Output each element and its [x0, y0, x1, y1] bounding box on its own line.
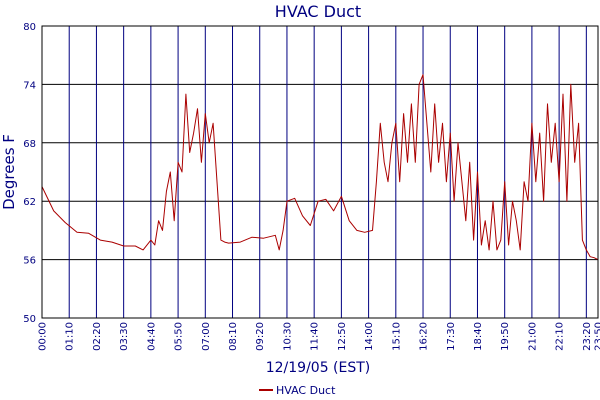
x-tick-label: 12:50 — [337, 322, 348, 351]
x-tick-label: 05:50 — [174, 322, 185, 351]
x-tick-label: 08:10 — [228, 322, 239, 351]
x-tick-label: 17:30 — [446, 322, 457, 351]
x-tick-label: 23:50 — [594, 322, 600, 351]
x-tick-label: 14:00 — [364, 322, 375, 351]
x-tick-label: 09:20 — [255, 322, 266, 351]
x-axis-ticks: 00:00 01:10 02:20 03:30 04:40 05:50 07:00 08:10… — [38, 322, 600, 351]
y-tick-label: 80 — [23, 22, 36, 33]
x-tick-label: 03:30 — [119, 322, 130, 351]
x-tick-label: 19:50 — [500, 322, 511, 351]
x-axis-label: 12/19/05 (EST) — [266, 360, 371, 376]
series-line-hvac-duct — [41, 74, 599, 261]
x-tick-label: 11:40 — [310, 322, 321, 351]
x-tick-label: 01:10 — [65, 322, 76, 351]
y-axis-ticks: 50 56 62 68 74 80 — [23, 22, 36, 325]
x-tick-label: 15:10 — [391, 322, 402, 351]
legend-label: HVAC Duct — [276, 384, 336, 397]
y-tick-label: 68 — [23, 139, 36, 150]
x-tick-label: 00:00 — [38, 322, 49, 351]
x-tick-label: 18:40 — [473, 322, 484, 351]
x-tick-label: 21:00 — [527, 322, 538, 351]
y-tick-label: 74 — [23, 80, 36, 91]
y-tick-label: 62 — [23, 197, 36, 208]
y-tick-label: 50 — [23, 314, 36, 325]
y-axis-label: Degrees F — [0, 134, 18, 210]
legend: HVAC Duct — [259, 384, 336, 397]
x-tick-label: 16:20 — [419, 322, 430, 351]
x-tick-label: 22:10 — [555, 322, 566, 351]
x-tick-label: 10:30 — [282, 322, 293, 351]
x-tick-label: 07:00 — [201, 322, 212, 351]
x-tick-label: 02:20 — [92, 322, 103, 351]
plot-frame — [41, 25, 599, 319]
x-tick-label: 04:40 — [146, 322, 157, 351]
y-tick-label: 56 — [23, 256, 36, 267]
chart-title: HVAC Duct — [275, 2, 361, 21]
x-tick-label: 23:20 — [582, 322, 593, 351]
series-group — [41, 74, 599, 261]
grid — [41, 25, 599, 319]
